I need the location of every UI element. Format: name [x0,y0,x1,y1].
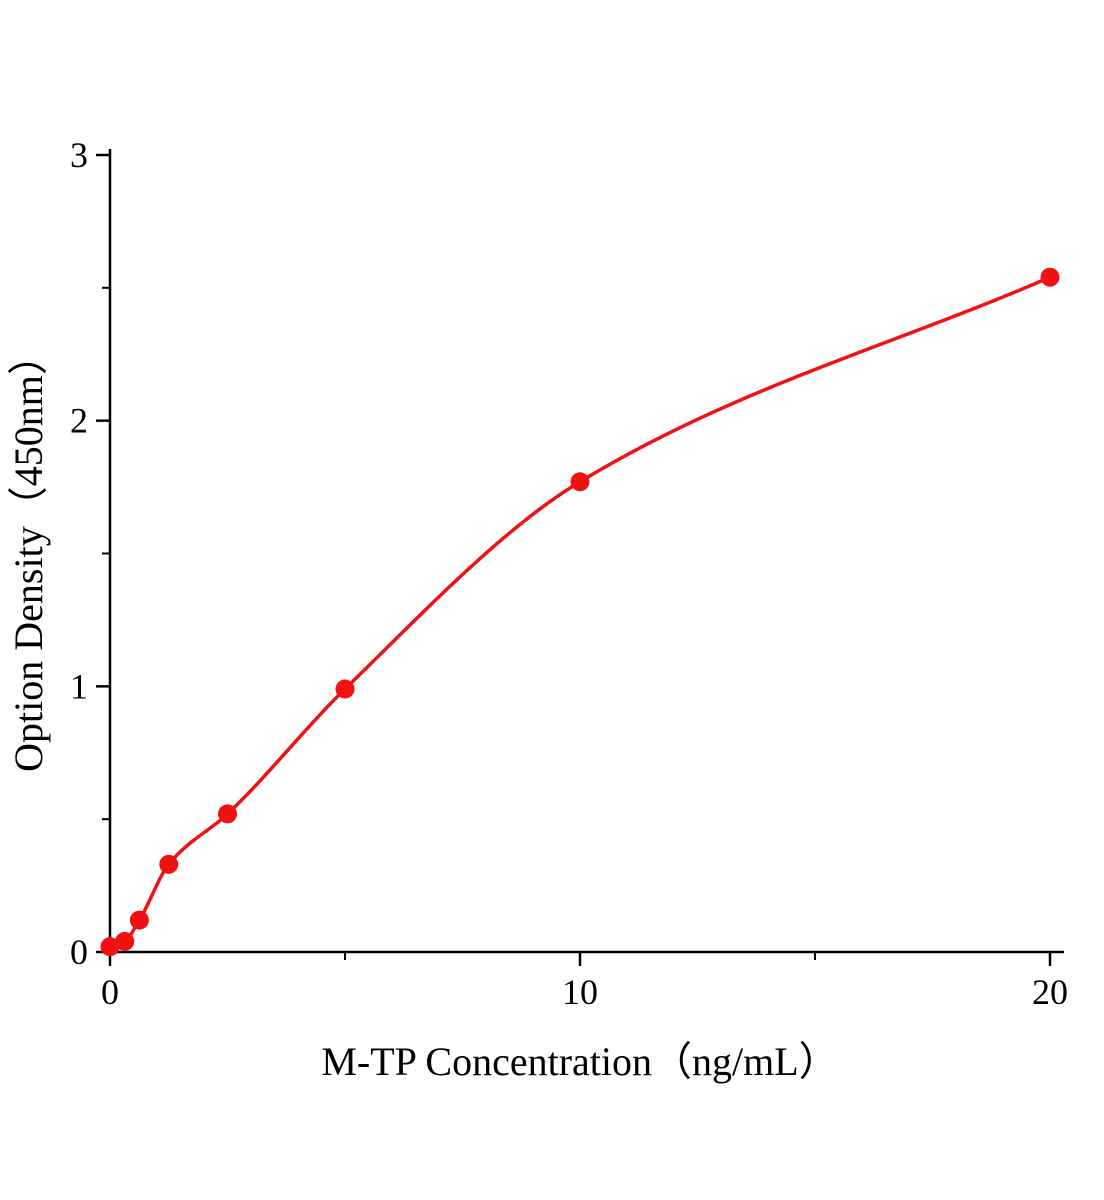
x-tick-label: 0 [101,972,119,1012]
data-point [115,931,135,951]
y-tick-label: 2 [70,401,88,441]
data-point [570,472,590,492]
x-tick-label: 10 [562,972,598,1012]
y-tick-label: 1 [70,666,88,706]
x-axis-label: M-TP Concentration（ng/mL） [321,1039,838,1084]
data-point [218,804,237,824]
y-tick-label: 3 [70,135,88,175]
data-point [1040,267,1060,287]
data-point [129,910,149,930]
data-point [159,854,179,874]
x-tick-label: 20 [1032,972,1068,1012]
y-axis-label: Option Density（450nm） [6,335,51,772]
standard-curve-line [108,275,1052,949]
y-tick-label: 0 [70,932,88,972]
data-point [335,679,355,699]
data-point [100,937,120,957]
